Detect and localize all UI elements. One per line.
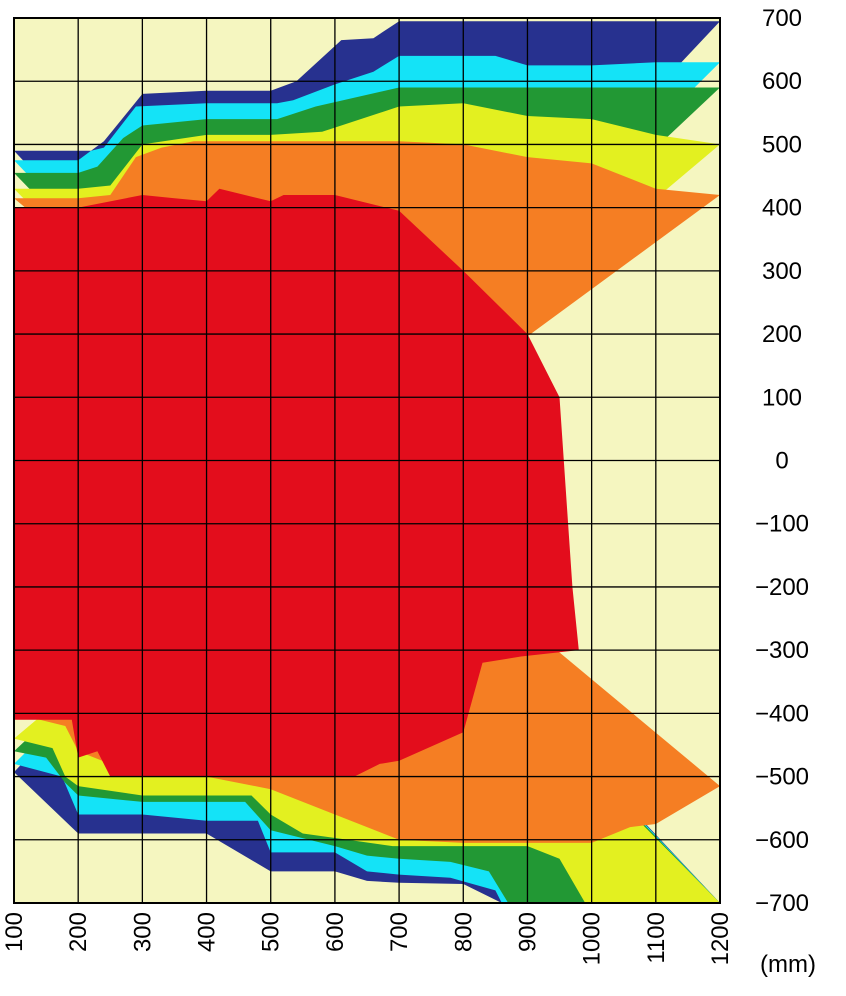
y-tick-label: −200 [755,574,809,601]
y-tick-label: −600 [755,827,809,854]
x-tick-labels: 100 200 300 400 500 600 700 800 900 1000 1100 1200 [1,912,734,965]
x-tick-label: 1000 [579,912,606,965]
y-tick-label: 200 [762,321,802,348]
y-tick-label: −700 [755,890,809,917]
x-tick-label: 700 [386,912,413,952]
y-tick-label: 400 [762,195,802,222]
x-tick-label: 300 [129,912,156,952]
x-tick-label: 900 [514,912,541,952]
x-tick-label: 1100 [643,912,670,964]
x-tick-label: 200 [65,912,92,952]
y-tick-label: −300 [755,637,809,664]
x-tick-label: 600 [322,912,349,952]
x-tick-label: 100 [1,912,28,952]
y-tick-label: −100 [755,511,809,538]
contour-bands [14,21,720,904]
plot-border [13,17,721,904]
x-unit-label: (mm) [760,951,816,978]
y-tick-label: 300 [762,258,802,285]
x-tick-label: 400 [194,912,221,952]
y-tick-label: 100 [762,384,802,411]
y-tick-label: 0 [775,448,788,475]
x-tick-label: 800 [450,912,477,952]
grid-lines [13,17,721,904]
y-tick-label: −400 [755,700,809,727]
x-tick-label: 1200 [707,912,734,965]
y-tick-label: −500 [755,764,809,791]
y-tick-label: 500 [762,131,802,158]
y-tick-label: 600 [762,68,802,95]
band-red [14,188,579,777]
plot-frame [13,17,721,904]
y-tick-labels: 700 600 500 400 300 200 100 0 −100 −200 −300 −400 −5… [755,5,809,917]
x-tick-label: 500 [258,912,285,952]
y-tick-label: 700 [762,5,802,32]
